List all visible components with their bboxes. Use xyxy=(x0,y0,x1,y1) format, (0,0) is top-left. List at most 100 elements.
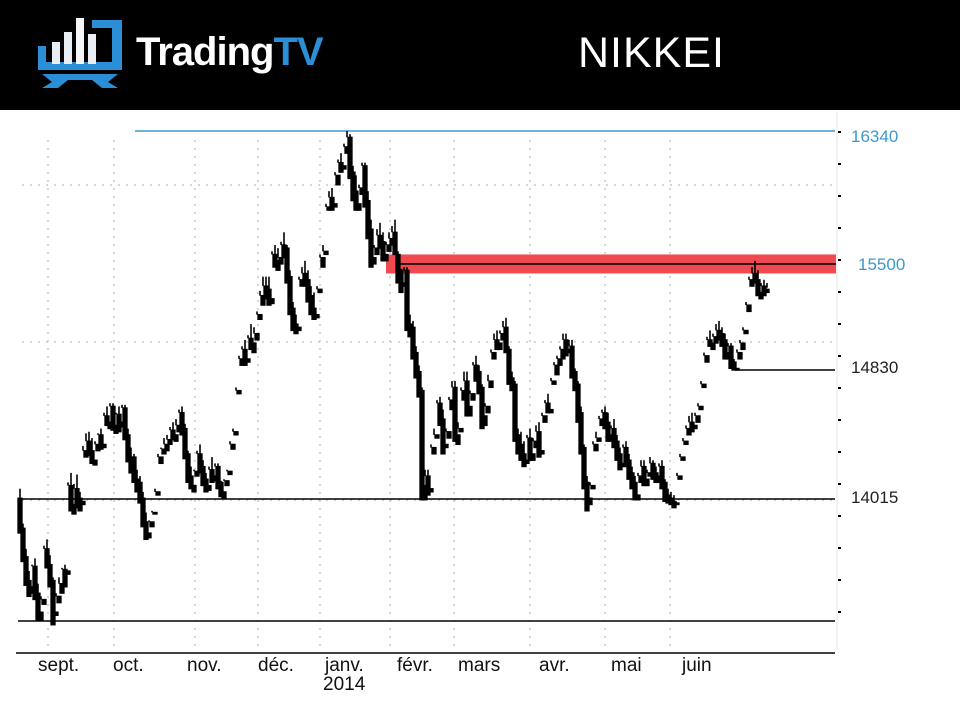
candle-bearish xyxy=(536,431,542,458)
candle-bearish xyxy=(734,367,740,371)
candle-bearish xyxy=(161,448,167,455)
candle-bearish xyxy=(413,351,419,379)
header-bar: TradingTV NIKKEI xyxy=(0,0,960,110)
candle-bearish xyxy=(320,256,326,268)
candle-bearish xyxy=(650,462,656,480)
y-axis-tick xyxy=(838,515,841,517)
candle-bearish xyxy=(350,171,356,202)
candle-bearish xyxy=(512,383,518,442)
candle-bearish xyxy=(698,405,704,411)
candle-bearish xyxy=(278,256,284,265)
y-axis-tick xyxy=(838,483,841,485)
candle-bearish xyxy=(23,556,29,586)
candle-bearish xyxy=(227,470,233,476)
candle-bearish xyxy=(254,332,260,341)
tradingtv-logo: TradingTV xyxy=(32,14,332,90)
candle-bearish xyxy=(41,598,47,605)
candle-bearish xyxy=(233,431,239,436)
candle-bearish xyxy=(308,294,314,316)
candle-bearish xyxy=(764,288,770,294)
y-axis-tick xyxy=(838,259,841,261)
candle-bearish xyxy=(383,253,389,262)
candle-bearish xyxy=(497,342,503,351)
candle-bearish xyxy=(89,450,95,465)
candle-bearish xyxy=(290,307,296,332)
candle-bearish xyxy=(197,453,203,474)
candle-bearish xyxy=(86,440,92,457)
y-axis-tick xyxy=(838,355,841,357)
candle-bearish xyxy=(179,412,185,436)
y-axis-tick xyxy=(838,163,841,165)
y-axis-label: 15500 xyxy=(858,255,906,274)
candle-bearish xyxy=(251,342,257,354)
x-axis-year-label: 2014 xyxy=(323,674,366,695)
candle-bearish xyxy=(416,370,422,398)
candle-bearish xyxy=(623,446,629,468)
candle-bearish xyxy=(596,437,602,442)
candle-bearish xyxy=(395,253,401,284)
candle-bearish xyxy=(140,497,146,528)
candle-bearish xyxy=(149,521,155,528)
candle-bearish xyxy=(431,446,437,455)
candle-bearish xyxy=(557,358,563,366)
y-axis-tick xyxy=(838,611,841,613)
candle-bearish xyxy=(236,389,242,395)
candle-bearish xyxy=(584,481,590,512)
candle-bearish xyxy=(122,407,128,441)
candle-bearish xyxy=(437,402,443,427)
candle-bearish xyxy=(92,459,98,466)
candle-bearish xyxy=(200,465,206,487)
candle-bearish xyxy=(527,437,533,461)
candle-bearish xyxy=(347,136,353,180)
y-axis-tick xyxy=(838,323,841,325)
page-title: NIKKEI xyxy=(578,29,725,77)
brand-main: Trading xyxy=(136,30,274,74)
candle-bearish xyxy=(455,434,461,446)
candle-bearish xyxy=(224,480,230,487)
candle-bearish xyxy=(569,345,575,379)
x-axis-month-label: nov. xyxy=(187,655,222,676)
candle-bearish xyxy=(152,511,158,515)
candle-bearish xyxy=(257,313,263,321)
brand-accent: TV xyxy=(273,30,323,74)
candle-bearish xyxy=(164,443,170,452)
candle-bearish xyxy=(101,443,107,449)
candle-bearish xyxy=(158,456,164,465)
y-axis-tick xyxy=(838,387,841,389)
candle-bearish xyxy=(17,497,23,534)
candle-bearish xyxy=(104,415,110,427)
candle-bearish xyxy=(398,269,404,294)
candle-bearish xyxy=(368,228,374,268)
candle-bearish xyxy=(491,351,497,360)
candle-bearish xyxy=(710,342,716,351)
candle-bearish xyxy=(602,412,608,430)
y-axis-tick xyxy=(838,547,841,549)
candle-bearish xyxy=(143,521,149,541)
y-axis-label: 14830 xyxy=(851,358,899,377)
chart-plot-area xyxy=(16,112,841,654)
candle-bearish xyxy=(215,465,221,490)
candle-bearish xyxy=(341,165,347,170)
candle-bearish xyxy=(644,478,650,487)
candle-bearish xyxy=(722,339,728,360)
candle-bearish xyxy=(524,459,530,465)
candle-bearish xyxy=(194,470,200,477)
candle-bearish xyxy=(587,497,593,506)
candle-bearish xyxy=(137,481,143,504)
candle-bearish xyxy=(275,260,281,271)
candle-bearish xyxy=(551,380,557,385)
candle-bearish xyxy=(731,361,737,371)
candle-bearish xyxy=(314,313,320,319)
candle-bearish xyxy=(518,443,524,461)
candle-bearish xyxy=(728,345,734,370)
candle-bearish xyxy=(59,583,65,594)
candle-bearish xyxy=(458,427,464,433)
candle-bearish xyxy=(62,568,68,588)
x-axis-month-label: sept. xyxy=(38,655,80,676)
candle-bearish xyxy=(284,247,290,284)
candle-bearish xyxy=(56,595,62,604)
candle-bearish xyxy=(581,446,587,490)
candle-bearish xyxy=(755,279,761,297)
candle-bearish xyxy=(44,548,50,569)
x-axis-month-label: oct. xyxy=(113,655,144,676)
